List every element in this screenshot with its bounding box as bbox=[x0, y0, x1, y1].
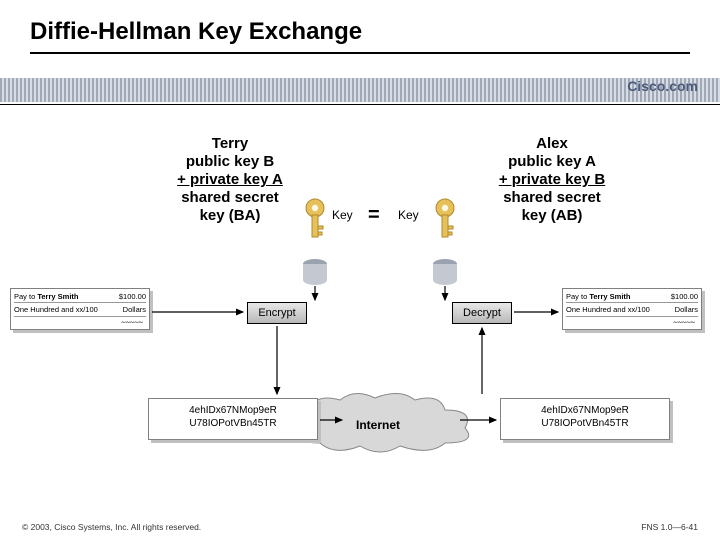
cloud-label: Internet bbox=[356, 418, 400, 432]
alex-l3: + private key B bbox=[462, 171, 642, 189]
alex-l5: key (AB) bbox=[462, 207, 642, 225]
cheque-amount: $100.00 bbox=[119, 292, 146, 301]
cipher-l1: 4ehIDx67NMop9eR bbox=[501, 405, 669, 418]
footer-right: FNS 1.0—6-41 bbox=[641, 522, 698, 532]
footer-left: © 2003, Cisco Systems, Inc. All rights r… bbox=[22, 522, 201, 532]
cheque-payto-label: Pay to bbox=[566, 292, 587, 301]
terry-name: Terry bbox=[140, 135, 320, 153]
alex-l4: shared secret bbox=[462, 189, 642, 207]
cheque-payto-name: Terry Smith bbox=[37, 292, 78, 301]
cheque-sig: ~~~~~ bbox=[11, 318, 149, 327]
cisco-logo: Cisco.com bbox=[627, 78, 698, 94]
cheque-payto-name: Terry Smith bbox=[589, 292, 630, 301]
cheque-right: Pay to Terry Smith $100.00 One Hundred an… bbox=[562, 288, 702, 330]
terry-l2: public key B bbox=[140, 153, 320, 171]
alex-block: Alex public key A + private key B shared… bbox=[462, 135, 642, 225]
cipher-left: 4ehIDx67NMop9eR U78IOPotVBn45TR bbox=[148, 398, 318, 440]
cheque-words: One Hundred and xx/100 bbox=[14, 305, 98, 314]
terry-l5: key (BA) bbox=[140, 207, 320, 225]
alex-name: Alex bbox=[462, 135, 642, 153]
alex-l2: public key A bbox=[462, 153, 642, 171]
cheque-amount: $100.00 bbox=[671, 292, 698, 301]
cheque-unit: Dollars bbox=[123, 305, 146, 314]
key-icon bbox=[302, 198, 328, 242]
terry-block: Terry public key B + private key A share… bbox=[140, 135, 320, 225]
key-icon bbox=[432, 198, 458, 242]
decrypt-box: Decrypt bbox=[452, 302, 512, 324]
cipher-l2: U78IOPotVBn45TR bbox=[149, 418, 317, 431]
cipher-l1: 4ehIDx67NMop9eR bbox=[149, 405, 317, 418]
cheque-sig: ~~~~~ bbox=[563, 318, 701, 327]
cheque-left: Pay to Terry Smith $100.00 One Hundred an… bbox=[10, 288, 150, 330]
header-bar bbox=[0, 78, 720, 102]
cheque-unit: Dollars bbox=[675, 305, 698, 314]
cipher-l2: U78IOPotVBn45TR bbox=[501, 418, 669, 431]
header-rule bbox=[0, 104, 720, 105]
encrypt-box: Encrypt bbox=[247, 302, 307, 324]
cheque-payto-label: Pay to bbox=[14, 292, 35, 301]
key-label-right: Key bbox=[398, 208, 419, 222]
terry-l3: + private key A bbox=[140, 171, 320, 189]
cheque-words: One Hundred and xx/100 bbox=[566, 305, 650, 314]
barrel-icon bbox=[430, 258, 460, 286]
key-label-left: Key bbox=[332, 208, 353, 222]
page-title: Diffie-Hellman Key Exchange bbox=[30, 18, 362, 46]
cipher-right: 4ehIDx67NMop9eR U78IOPotVBn45TR bbox=[500, 398, 670, 440]
equals-sign: = bbox=[368, 204, 380, 227]
title-underline bbox=[30, 52, 690, 54]
barrel-icon bbox=[300, 258, 330, 286]
terry-l4: shared secret bbox=[140, 189, 320, 207]
